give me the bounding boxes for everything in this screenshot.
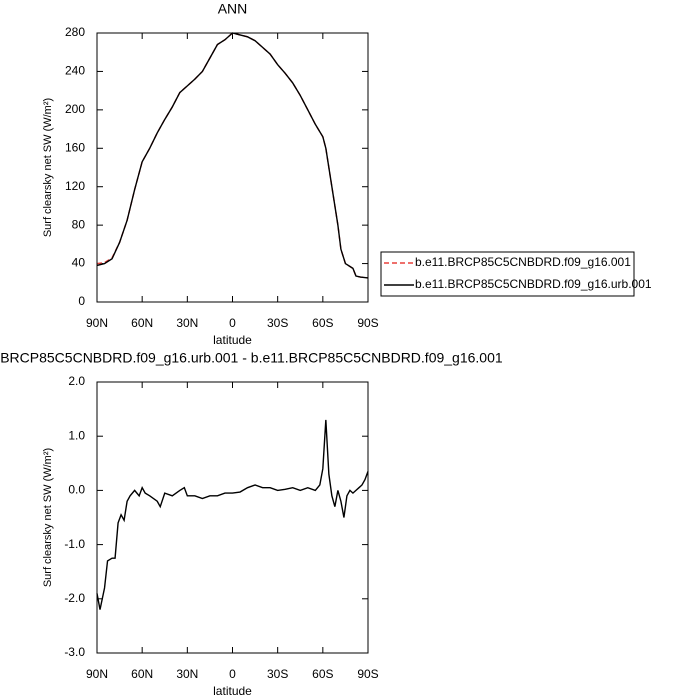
y-axis-label: Surf clearsky net SW (W/m²) bbox=[42, 448, 54, 587]
x-tick-label: 60N bbox=[131, 667, 153, 681]
y-tick-label: 40 bbox=[72, 256, 86, 270]
chart-title: ANN bbox=[218, 1, 248, 17]
x-tick-label: 30S bbox=[267, 667, 288, 681]
chart-title: b.e11.BRCP85C5CNBDRD.f09_g16.urb.001 - b… bbox=[0, 350, 503, 366]
x-axis-label: latitude bbox=[213, 333, 252, 347]
x-tick-label: 90S bbox=[357, 667, 378, 681]
y-tick-label: 200 bbox=[65, 102, 85, 116]
y-tick-label: -3.0 bbox=[64, 645, 85, 659]
legend-label: b.e11.BRCP85C5CNBDRD.f09_g16.001 bbox=[415, 255, 631, 269]
y-axis-label: Surf clearsky net SW (W/m²) bbox=[42, 98, 54, 237]
x-tick-label: 0 bbox=[229, 667, 236, 681]
x-tick-label: 30N bbox=[176, 667, 198, 681]
x-tick-label: 30S bbox=[267, 316, 288, 330]
x-axis-label: latitude bbox=[213, 684, 252, 698]
x-tick-label: 0 bbox=[229, 316, 236, 330]
y-tick-label: 120 bbox=[65, 179, 85, 193]
x-tick-label: 30N bbox=[176, 316, 198, 330]
x-tick-label: 90S bbox=[357, 316, 378, 330]
plot-frame bbox=[96, 32, 369, 303]
legend-box bbox=[380, 251, 635, 297]
y-tick-label: 2.0 bbox=[68, 374, 85, 388]
y-tick-label: 160 bbox=[65, 140, 85, 154]
data-line bbox=[96, 419, 369, 610]
y-tick-label: -1.0 bbox=[64, 537, 85, 551]
y-tick-label: -2.0 bbox=[64, 591, 85, 605]
data-line bbox=[96, 32, 369, 279]
plot-frame bbox=[96, 381, 369, 654]
y-tick-label: 0 bbox=[78, 294, 85, 308]
legend-label: b.e11.BRCP85C5CNBDRD.f09_g16.urb.001 bbox=[415, 277, 652, 291]
y-tick-label: 280 bbox=[65, 25, 85, 39]
x-tick-label: 90N bbox=[86, 316, 108, 330]
y-tick-label: 80 bbox=[72, 217, 86, 231]
x-tick-label: 90N bbox=[86, 667, 108, 681]
y-tick-label: 240 bbox=[65, 64, 85, 78]
x-tick-label: 60S bbox=[312, 667, 333, 681]
x-tick-label: 60S bbox=[312, 316, 333, 330]
y-tick-label: 0.0 bbox=[68, 483, 85, 497]
x-tick-label: 60N bbox=[131, 316, 153, 330]
y-tick-label: 1.0 bbox=[68, 428, 85, 442]
